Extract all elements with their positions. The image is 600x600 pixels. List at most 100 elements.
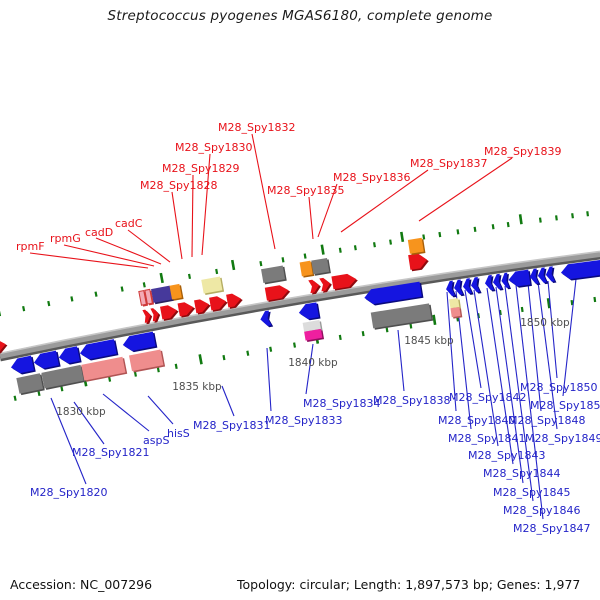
gene-label-reverse: M28_Spy1851 [530,399,600,412]
gene-glyph [58,346,82,365]
leader-line-reverse [486,287,514,465]
feature-tick [281,257,285,263]
gene-label-forward: M28_Spy1839 [484,145,561,158]
gene-glyph [33,350,61,370]
feature-tick [133,371,137,377]
leader-line-reverse [50,397,87,485]
genome-stats-text: Topology: circular; Length: 1,897,573 bp… [237,577,581,592]
gene-glyph [260,310,274,328]
feature-tick [0,311,2,317]
gene-label-forward: M28_Spy1835 [267,184,344,197]
gene-glyph [545,266,557,283]
gene-glyph [537,267,549,285]
leader-line-forward [201,153,211,256]
leader-line-reverse [305,343,314,395]
gene-glyph [16,373,45,396]
gene-label-reverse: M28_Spy1820 [30,486,107,499]
gene-label-reverse: M28_Spy1821 [72,446,149,459]
gene-glyph [142,309,153,325]
leader-line-forward [251,133,276,250]
leader-line-reverse [147,395,174,425]
feature-tick [353,245,357,251]
genome-backbone [0,251,600,362]
feature-tick [142,282,146,288]
feature-tick [571,213,574,219]
gene-label-forward: M28_Spy1837 [410,157,487,170]
feature-tick [159,272,164,284]
gene-glyph [138,289,149,307]
gene-glyph [529,268,541,286]
feature-tick [37,390,41,397]
leader-line-forward [317,183,338,238]
leader-line-reverse [495,286,524,484]
gene-glyph [492,273,504,291]
gene-label-forward: rpmG [50,232,81,245]
feature-tick [385,327,389,333]
leader-line-reverse [547,280,558,379]
feature-tick [338,247,342,253]
leader-line-reverse [397,329,405,392]
gene-glyph [226,293,243,309]
gene-label-reverse: M28_Spy1850 [520,381,597,394]
leader-line-forward [340,169,429,233]
gene-glyph [201,276,225,295]
feature-tick [320,244,325,255]
gene-glyph [264,285,291,302]
gene-label-reverse: M28_Spy1831 [193,419,270,432]
feature-tick [13,395,17,401]
leader-line-reverse [446,291,457,412]
gene-glyph [308,279,321,295]
gene-glyph [508,269,532,288]
gene-label-forward: M28_Spy1828 [140,179,217,192]
feature-tick [389,239,393,245]
feature-tick [593,296,597,303]
genome-backbone-highlight [0,250,600,355]
gene-label-reverse: M28_Spy1834 [303,397,380,410]
feature-tick [94,291,98,297]
feature-tick [22,305,26,312]
feature-tick [246,350,250,356]
gene-glyph [408,253,429,272]
feature-tick [520,306,524,313]
gene-label-reverse: M28_Spy1849 [525,432,600,445]
leader-line-reverse [527,282,542,412]
page-title: Streptococcus pyogenes MGAS6180, complet… [107,8,493,24]
gene-glyph [128,349,166,373]
feature-tick [293,342,297,348]
gene-label-reverse: M28_Spy1843 [468,449,545,462]
leader-line-reverse [221,385,235,417]
accession-text: Accession: NC_007296 [10,577,153,592]
leader-line-reverse [464,289,482,389]
gene-glyph [471,276,482,294]
feature-tick [372,242,376,248]
gene-label-reverse: M28_Spy1845 [493,486,570,499]
gene-glyph [261,265,287,285]
gene-glyph [446,280,457,298]
feature-tick [438,231,442,238]
leader-line-reverse [473,289,499,447]
leader-line-reverse [562,278,577,397]
feature-tick [518,214,523,225]
feature-tick [269,346,273,352]
gene-label-reverse: M28_Spy1844 [483,467,560,480]
genome-backbone-mid [0,251,600,359]
feature-tick [491,224,495,230]
leader-line-reverse [504,285,534,502]
feature-tick [555,215,558,221]
feature-tick [70,296,74,302]
feature-tick [422,234,426,240]
leader-line-forward [191,174,194,258]
gene-glyph [501,272,512,290]
feature-tick [303,253,307,259]
feature-tick [586,211,590,217]
feature-tick [456,229,460,235]
scale-label: 1845 kbp [404,335,454,347]
gene-label-reverse: M28_Spy1833 [265,414,342,427]
gene-glyph [160,305,179,321]
feature-tick [174,363,178,369]
scale-label: 1850 kbp [520,317,570,329]
gene-glyph [311,257,331,276]
feature-tick [538,217,542,223]
gene-label-forward: cadC [115,217,143,230]
